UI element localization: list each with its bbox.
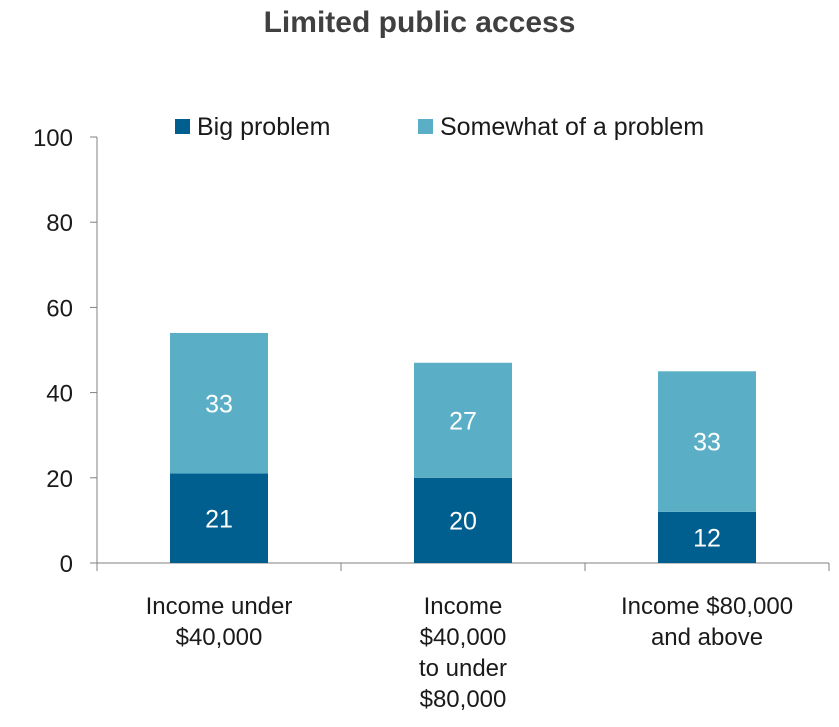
- bar-segment: [658, 371, 756, 512]
- legend-swatch: [175, 119, 190, 134]
- data-label: 33: [205, 390, 233, 418]
- y-tick-label: 100: [33, 125, 73, 152]
- legend-swatch: [418, 119, 433, 134]
- y-tick-label: 60: [46, 295, 73, 322]
- bar-segment: [414, 362, 512, 478]
- x-category-label: Income $40,000 to under $80,000: [419, 593, 507, 713]
- y-tick-label: 0: [60, 551, 73, 578]
- data-label: 21: [205, 505, 233, 533]
- bar-segment: [170, 332, 268, 474]
- y-tick-label: 20: [46, 466, 73, 493]
- bars: [170, 332, 756, 563]
- axes: 0 20 40 60 80 100 Income under $40,000 Income $40…: [33, 125, 830, 713]
- data-labels: 21 33 20 27 12 33: [205, 390, 721, 552]
- legend: Big problem Somewhat of a problem: [175, 113, 704, 141]
- data-label: 12: [693, 524, 721, 552]
- data-label: 20: [449, 507, 477, 535]
- x-category-label: Income $80,000 and above: [621, 593, 793, 651]
- data-label: 27: [449, 407, 477, 435]
- legend-label: Big problem: [197, 113, 330, 141]
- data-label: 33: [693, 429, 721, 457]
- x-category-label: Income under $40,000: [146, 593, 293, 651]
- chart-title: Limited public access: [263, 6, 576, 39]
- y-tick-label: 80: [46, 210, 73, 237]
- legend-label: Somewhat of a problem: [440, 113, 704, 141]
- bar-segment: [170, 473, 268, 563]
- bar-segment: [658, 511, 756, 563]
- bar-segment: [414, 477, 512, 563]
- y-tick-label: 40: [46, 381, 73, 408]
